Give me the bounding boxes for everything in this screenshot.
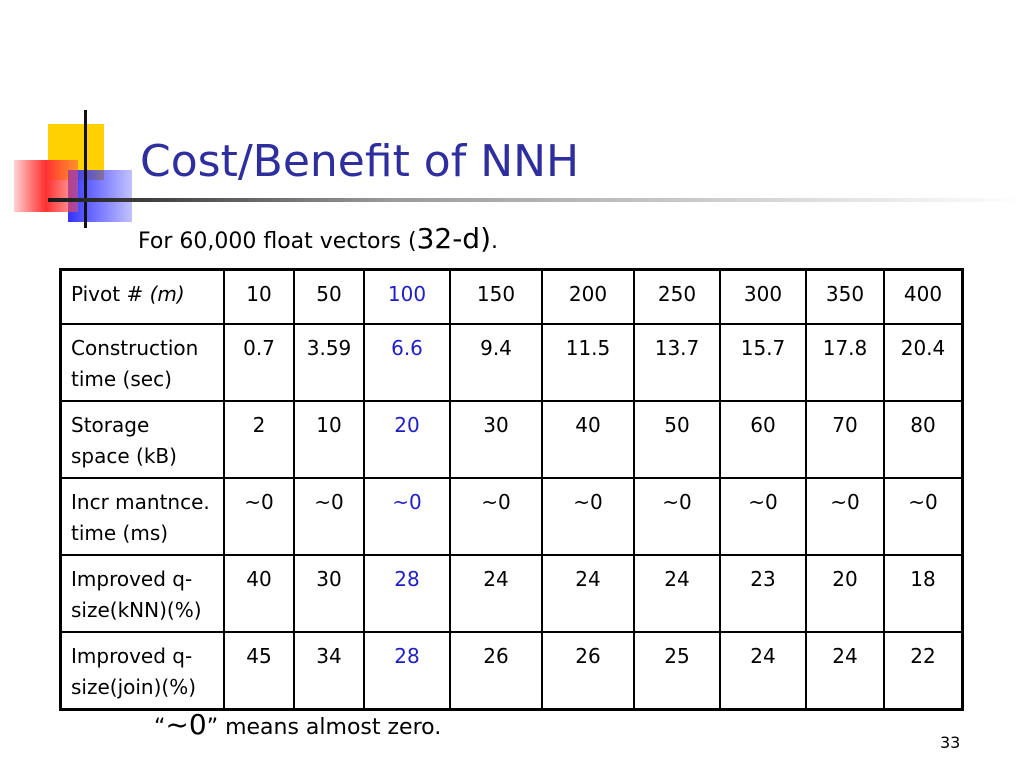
table-cell: 15.7 (719, 323, 807, 402)
table-header-row: Pivot # (m) 10 50 100 150 200 250 300 35… (59, 268, 964, 325)
row-label: Construction time (sec) (59, 323, 225, 402)
header-label-cell: Pivot # (m) (59, 268, 225, 325)
header-label-variable: (m) (149, 282, 185, 306)
page-number: 33 (940, 733, 961, 752)
table-row: Construction time (sec) 0.7 3.59 6.6 9.4 … (59, 323, 964, 402)
table-cell-highlight: 6.6 (363, 323, 451, 402)
row-label-line: Improved q- (71, 567, 193, 591)
title-rule (48, 198, 1024, 202)
table-cell: 200 (541, 268, 635, 325)
table-cell: 3.59 (293, 323, 365, 402)
subtitle-suffix: . (491, 229, 499, 254)
table-cell: 11.5 (541, 323, 635, 402)
table-cell: 2 (223, 400, 295, 479)
table-cell: 10 (223, 268, 295, 325)
table-cell: 26 (541, 631, 635, 711)
table-cell: 45 (223, 631, 295, 711)
logo-vertical-line (84, 110, 87, 228)
row-label-line: Storage (71, 413, 150, 437)
subtitle-dimension: 32-d) (416, 222, 492, 255)
slide-decoration (14, 110, 1024, 228)
table-cell: 24 (541, 554, 635, 633)
table-cell: 9.4 (449, 323, 543, 402)
table-cell: 17.8 (805, 323, 885, 402)
table-cell: ~0 (541, 477, 635, 556)
table-cell: 18 (883, 554, 964, 633)
table-cell: 24 (449, 554, 543, 633)
slide-title: Cost/Benefit of NNH (140, 136, 580, 187)
table-cell: 250 (633, 268, 721, 325)
cost-benefit-table: Pivot # (m) 10 50 100 150 200 250 300 35… (59, 268, 964, 711)
row-label-line: size(kNN)(%) (71, 598, 202, 622)
row-label: Improved q-size(kNN)(%) (59, 554, 225, 633)
table-cell: ~0 (805, 477, 885, 556)
logo-blue-square (68, 170, 132, 222)
table-cell: 25 (633, 631, 721, 711)
table-cell: ~0 (719, 477, 807, 556)
table-cell-highlight: 20 (363, 400, 451, 479)
table-cell: 150 (449, 268, 543, 325)
table-cell: ~0 (223, 477, 295, 556)
table-row: Improved q-size(join)(%) 45 34 28 26 26 … (59, 631, 964, 711)
table-cell: 30 (449, 400, 543, 479)
row-label-line: Incr mantnce. (71, 490, 210, 514)
table-cell-highlight: 100 (363, 268, 451, 325)
table-cell: 20 (805, 554, 885, 633)
table-row: Storage space (kB) 2 10 20 30 40 50 60 70… (59, 400, 964, 479)
table-cell: 400 (883, 268, 964, 325)
slide-subtitle: For 60,000 float vectors (32-d). (138, 222, 498, 255)
table-cell: ~0 (293, 477, 365, 556)
table-cell-highlight: ~0 (363, 477, 451, 556)
row-label: Storage space (kB) (59, 400, 225, 479)
footnote: “~0” means almost zero. (154, 708, 441, 741)
header-label: Pivot # (71, 282, 150, 306)
row-label-line: time (sec) (71, 367, 172, 391)
table-cell: 60 (719, 400, 807, 479)
table-cell: 50 (293, 268, 365, 325)
table-cell: 24 (633, 554, 721, 633)
table-cell: 300 (719, 268, 807, 325)
table-cell: 24 (719, 631, 807, 711)
table-cell: 23 (719, 554, 807, 633)
table-cell: 24 (805, 631, 885, 711)
table-cell: 350 (805, 268, 885, 325)
table-row: Improved q-size(kNN)(%) 40 30 28 24 24 2… (59, 554, 964, 633)
table-cell: 40 (223, 554, 295, 633)
table-cell: 80 (883, 400, 964, 479)
table-row: Incr mantnce. time (ms) ~0 ~0 ~0 ~0 ~0 ~0… (59, 477, 964, 556)
row-label-line: space (kB) (71, 444, 177, 468)
table-cell: ~0 (633, 477, 721, 556)
table-cell: ~0 (449, 477, 543, 556)
table-cell: 70 (805, 400, 885, 479)
table-cell: 22 (883, 631, 964, 711)
footnote-symbol: ~0 (165, 708, 207, 741)
table-cell: 13.7 (633, 323, 721, 402)
row-label-line: size(join)(%) (71, 675, 197, 699)
row-label-line: Construction (71, 336, 199, 360)
row-label-line: Improved q- (71, 644, 193, 668)
footnote-text: ” means almost zero. (206, 715, 442, 740)
table-cell: 0.7 (223, 323, 295, 402)
table-cell-highlight: 28 (363, 554, 451, 633)
logo-red-square (14, 160, 78, 212)
table-cell: 20.4 (883, 323, 964, 402)
table-cell: 26 (449, 631, 543, 711)
table-cell-highlight: 28 (363, 631, 451, 711)
row-label: Incr mantnce. time (ms) (59, 477, 225, 556)
table-cell: 34 (293, 631, 365, 711)
table-cell: 30 (293, 554, 365, 633)
table-cell: 10 (293, 400, 365, 479)
row-label-line: time (ms) (71, 521, 169, 545)
row-label: Improved q-size(join)(%) (59, 631, 225, 711)
table-cell: 40 (541, 400, 635, 479)
table-cell: ~0 (883, 477, 964, 556)
subtitle-prefix: For 60,000 float vectors ( (138, 229, 417, 254)
table-cell: 50 (633, 400, 721, 479)
footnote-open-quote: “ (154, 715, 166, 740)
